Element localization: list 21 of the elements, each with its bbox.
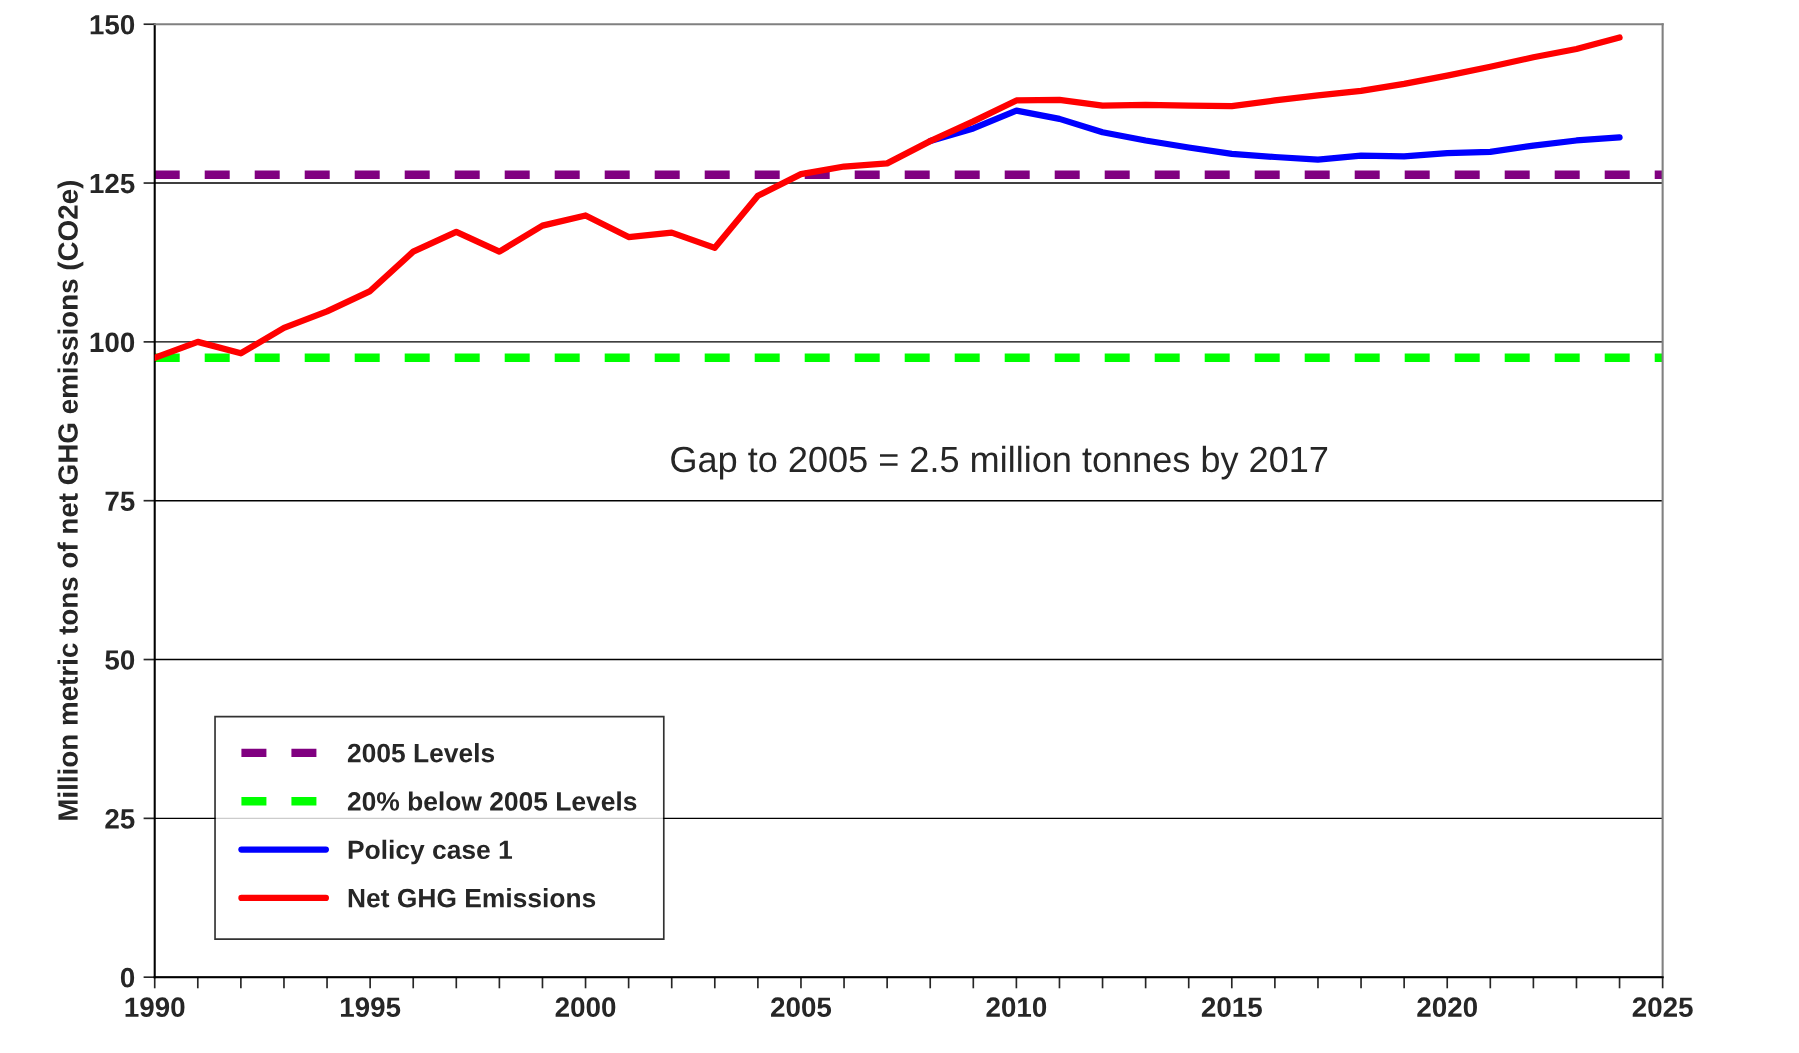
y-tick-label: 25 — [105, 809, 135, 829]
y-tick-label: 0 — [120, 967, 135, 988]
legend-label: Policy case 1 — [348, 839, 513, 865]
x-tick-label: 2005 — [771, 997, 832, 1018]
legend-label: 20% below 2005 Levels — [347, 791, 637, 811]
y-tick-label: 75 — [105, 491, 135, 512]
annotation: Gap to 2005 = 2.5 million tonnes by 2017 — [671, 445, 1328, 480]
y-tick-label: 125 — [90, 173, 135, 194]
x-tick-label: 2025 — [1632, 997, 1693, 1018]
x-tick-label: 1990 — [125, 997, 185, 1018]
x-tick-label: 2000 — [555, 997, 616, 1018]
y-axis-title: Million metric tons of net GHG emissions (CO2e) — [57, 181, 84, 820]
y-tick-label: 100 — [90, 332, 135, 353]
x-tick-label: 2010 — [986, 997, 1047, 1018]
x-tick-label: 2020 — [1417, 997, 1477, 1018]
legend-label: Net GHG Emissions — [348, 888, 596, 908]
x-tick-label: 2015 — [1201, 997, 1262, 1018]
legend-label: 2005 Levels — [347, 743, 495, 763]
x-tick-label: 1995 — [340, 997, 401, 1018]
y-tick-label: 150 — [90, 14, 135, 35]
y-tick-label: 50 — [105, 650, 135, 670]
